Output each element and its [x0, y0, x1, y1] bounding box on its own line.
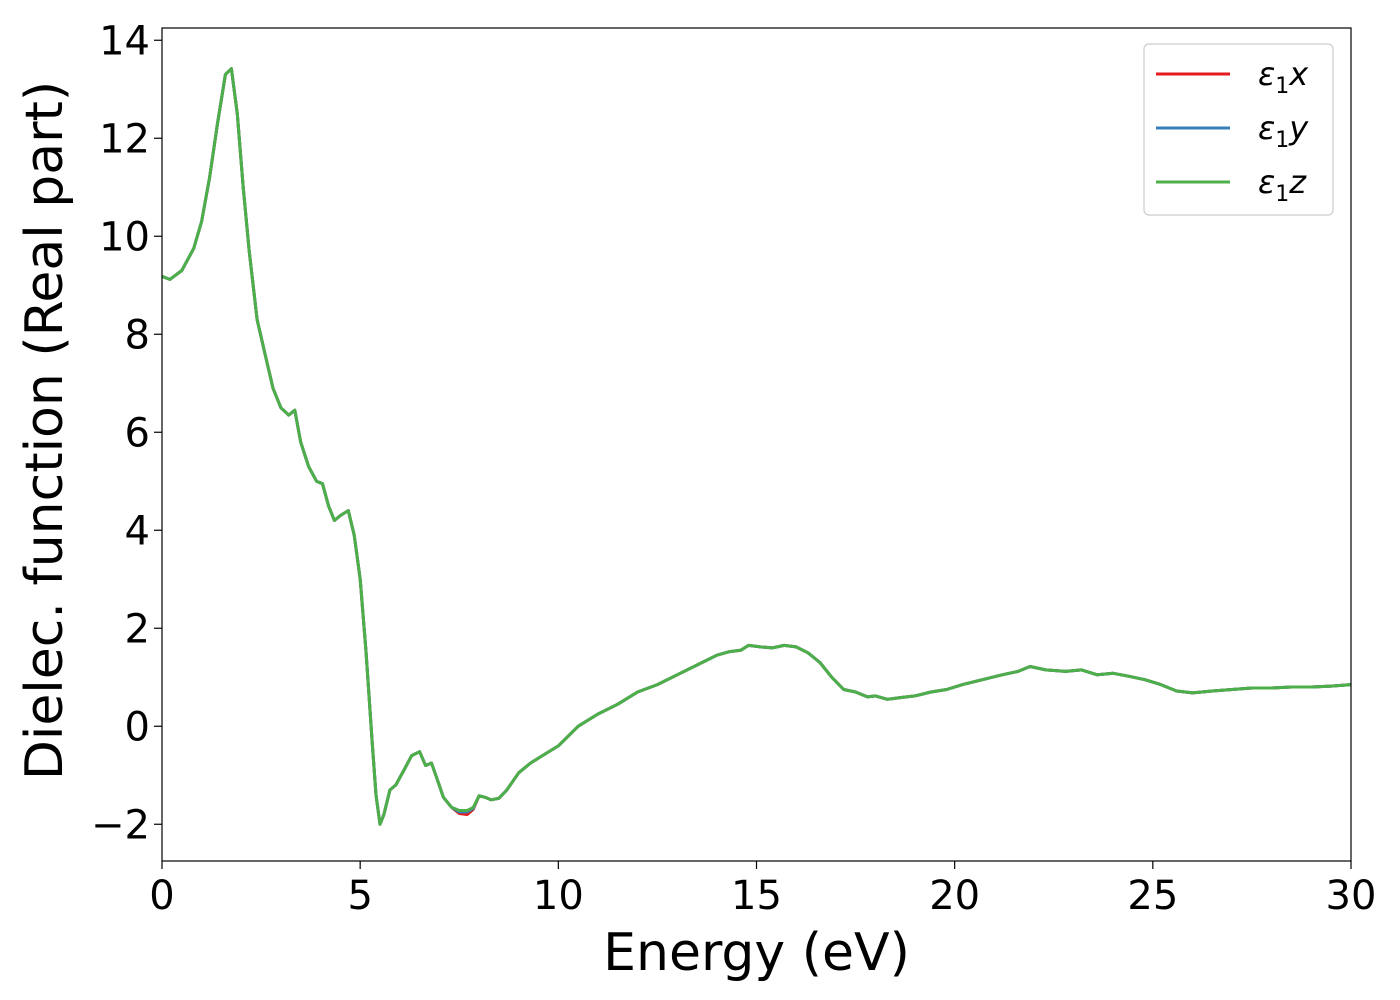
y-tick-label: 0: [125, 704, 150, 750]
y-tick-label: 6: [125, 410, 150, 456]
x-tick-label: 5: [347, 873, 372, 919]
x-tick-label: 15: [731, 873, 782, 919]
legend-label: ε1y: [1258, 109, 1309, 153]
x-tick-label: 30: [1326, 873, 1377, 919]
legend-label: ε1x: [1258, 55, 1309, 99]
legend: ε1x ε1y ε1z: [1143, 43, 1334, 216]
y-tick-label: 4: [125, 508, 150, 554]
x-tick-label: 20: [929, 873, 980, 919]
x-axis: 0 5 10 15 20 25 30: [149, 861, 1376, 919]
series-layer: [161, 67, 1352, 826]
y-tick-label: 10: [99, 214, 150, 260]
x-tick-label: 25: [1127, 873, 1178, 919]
y-tick-label: 12: [99, 116, 150, 162]
y-tick-label: 14: [99, 18, 150, 64]
legend-box: [1143, 43, 1334, 216]
y-tick-label: −2: [91, 802, 150, 848]
series-line-3: [161, 67, 1352, 826]
y-axis: −2 0 2 4 6 8 10 12 14: [91, 18, 162, 848]
y-tick-label: 8: [125, 312, 150, 358]
y-axis-title: Dielec. function (Real part): [15, 81, 75, 780]
y-tick-label: 2: [125, 606, 150, 652]
legend-label: ε1z: [1258, 163, 1307, 207]
x-tick-label: 0: [149, 873, 174, 919]
x-tick-label: 10: [533, 873, 584, 919]
x-axis-title: Energy (eV): [603, 923, 910, 983]
